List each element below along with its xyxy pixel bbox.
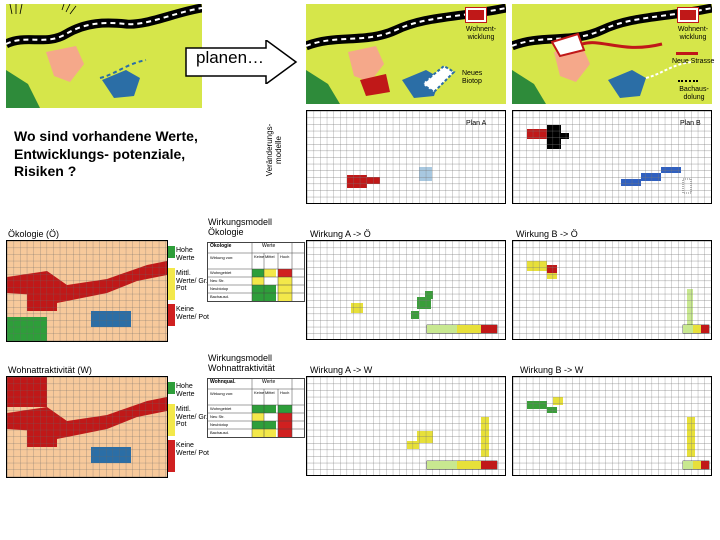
landscape-current-image bbox=[6, 4, 202, 108]
plan-b-label: Plan B bbox=[680, 120, 701, 127]
wohn-row-1: Wohngebiet bbox=[210, 406, 232, 411]
veraenderungsmodelle-label: Veränderungs- modelle bbox=[265, 123, 283, 177]
wohn-model-table: Werte Wohnqual. Wirkung von: Wohngebiet … bbox=[207, 378, 305, 438]
wirkung-a-w-grid bbox=[306, 376, 506, 476]
arrow-right-icon bbox=[185, 38, 298, 86]
plan-b-grid bbox=[512, 110, 712, 204]
plan-b-grid-image bbox=[513, 111, 711, 203]
oekologie-col-0: Keine bbox=[254, 254, 265, 259]
neues-biotop-label: Neues Biotop bbox=[462, 70, 483, 85]
wohn-model-table-image bbox=[208, 379, 304, 437]
bachausdolung-label: Bachaus- dolung bbox=[679, 86, 709, 101]
wohn-title: Wohnattraktivität (W) bbox=[8, 365, 92, 375]
oekologie-row-3: Neubiotop bbox=[210, 286, 229, 291]
oekologie-col-2: Hoch bbox=[280, 254, 290, 259]
wirkung-b-oe-label: Wirkung B -> Ö bbox=[516, 229, 578, 239]
wohnentwicklung-b-icon bbox=[677, 7, 699, 23]
oekologie-table-title: Ökologie bbox=[210, 243, 232, 249]
oekologie-legend-mid: Mittl. Werte/ Gr. Pot bbox=[176, 270, 208, 293]
oekologie-row-4: Bachausd. bbox=[210, 294, 229, 299]
oekologie-map-image bbox=[7, 241, 167, 341]
oekologie-row-1: Wohngebiet bbox=[210, 270, 232, 275]
wohn-row-2: Neu Str. bbox=[210, 414, 225, 419]
oekologie-legend-high: Hohe Werte bbox=[176, 247, 195, 262]
wohnentwicklung-b-label: Wohnent- wicklung bbox=[677, 26, 709, 41]
wirkung-a-oe-grid bbox=[306, 240, 506, 340]
wohn-col-1: Mittel bbox=[265, 390, 275, 395]
wohn-row-4: Bachausd. bbox=[210, 430, 229, 435]
wohn-col-2: Hoch bbox=[280, 390, 290, 395]
wohn-row-3: Neubiotop bbox=[210, 422, 229, 427]
wohn-model-title: Wirkungsmodell Wohnattraktivität bbox=[208, 353, 275, 373]
plan-a-grid-image bbox=[307, 111, 505, 203]
oekologie-row-0: Wirkung von: bbox=[210, 255, 234, 260]
oekologie-legend-none: Keine Werte/ Pot bbox=[176, 306, 209, 321]
wohn-table-title: Wohnqual. bbox=[210, 379, 236, 385]
plan-a-grid bbox=[306, 110, 506, 204]
wohnentwicklung-a-label: Wohnent- wicklung bbox=[465, 26, 497, 41]
wohn-map-image bbox=[7, 377, 167, 477]
wohn-legend-high: Hohe Werte bbox=[176, 383, 195, 398]
plan-a-label: Plan A bbox=[466, 120, 487, 127]
oekologie-table-header: Werte bbox=[262, 243, 276, 249]
oekologie-legend-none-swatch bbox=[168, 304, 175, 326]
oekologie-row-2: Neu Str. bbox=[210, 278, 225, 283]
wohn-map bbox=[6, 376, 168, 478]
oekologie-model-title: Wirkungsmodell Ökologie bbox=[208, 217, 273, 237]
wohn-legend-none-swatch bbox=[168, 440, 175, 472]
wohn-legend-high-swatch bbox=[168, 382, 175, 394]
oekologie-legend-mid-swatch bbox=[168, 268, 175, 300]
wohn-table-header: Werte bbox=[262, 379, 276, 385]
wirkung-a-w-grid-image bbox=[307, 377, 505, 475]
oekologie-col-1: Mittel bbox=[265, 254, 275, 259]
oekologie-map bbox=[6, 240, 168, 342]
wirkung-b-oe-grid-image bbox=[513, 241, 711, 339]
wirkung-a-oe-label: Wirkung A -> Ö bbox=[310, 229, 371, 239]
wohn-col-0: Keine bbox=[254, 390, 265, 395]
wirkung-b-w-grid-image bbox=[513, 377, 711, 475]
wohn-legend-none: Keine Werte/ Pot bbox=[176, 442, 209, 457]
wohnentwicklung-a-icon bbox=[465, 7, 487, 23]
planen-label: planen… bbox=[196, 48, 265, 67]
bachausdolung-icon bbox=[678, 80, 698, 82]
landscape-current bbox=[6, 4, 202, 108]
page-question: Wo sind vorhandene Werte, Entwicklungs- … bbox=[14, 128, 198, 179]
oekologie-title: Ökologie (Ö) bbox=[8, 229, 60, 239]
oekologie-model-table: Werte Ökologie Wirkung von: Wohngebiet N… bbox=[207, 242, 305, 302]
oekologie-legend-high-swatch bbox=[168, 246, 175, 258]
planen-arrow bbox=[184, 38, 298, 86]
wohn-row-0: Wirkung von: bbox=[210, 391, 234, 396]
wirkung-a-oe-grid-image bbox=[307, 241, 505, 339]
neue-strasse-label: Neue Strasse bbox=[672, 58, 715, 65]
wirkung-b-w-label: Wirkung B -> W bbox=[520, 365, 584, 375]
wirkung-b-w-grid bbox=[512, 376, 712, 476]
oekologie-model-table-image bbox=[208, 243, 304, 301]
neue-strasse-icon bbox=[676, 52, 698, 55]
wirkung-b-oe-grid bbox=[512, 240, 712, 340]
wohn-legend-mid: Mittl. Werte/ Gr. Pot bbox=[176, 406, 208, 429]
wirkung-a-w-label: Wirkung A -> W bbox=[310, 365, 373, 375]
wohn-legend-mid-swatch bbox=[168, 404, 175, 436]
